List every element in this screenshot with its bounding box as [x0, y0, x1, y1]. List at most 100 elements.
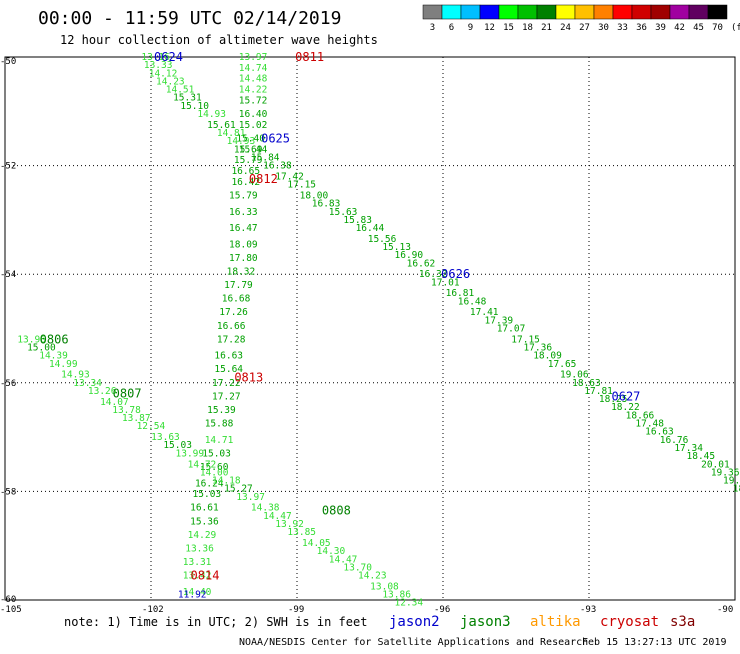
wave-height-point: 13.42 — [183, 571, 212, 582]
wave-height-point: 14.05 — [302, 538, 331, 549]
wave-height-point: 15.69 — [234, 144, 263, 155]
wave-height-point: 15.79 — [229, 190, 258, 201]
time-label: 0807 — [113, 387, 142, 401]
wave-height-point: 18.84 — [733, 484, 740, 495]
colorbar-swatch — [650, 4, 671, 20]
wave-height-point: 15.61 — [207, 120, 236, 131]
wave-height-point: 18.32 — [227, 266, 256, 277]
chart-subtitle: 12 hour collection of altimeter wave hei… — [60, 33, 378, 47]
wave-height-point: 17.42 — [275, 171, 304, 182]
wave-height-point: 15.03 — [163, 440, 192, 451]
wave-height-point: 13.86 — [382, 590, 411, 601]
wave-height-point: 17.28 — [217, 334, 246, 345]
wave-height-point: 17.36 — [523, 343, 552, 354]
colorbar-label: 27 — [579, 23, 590, 33]
wave-height-point: 17.27 — [212, 391, 241, 402]
mission-jason2: jason2 — [389, 614, 440, 630]
colorbar-swatch — [574, 4, 595, 20]
wave-height-point: 14.51 — [166, 85, 195, 96]
wave-height-point: 18.45 — [687, 451, 716, 462]
x-tick-label: -105 — [0, 605, 22, 615]
colorbar-swatch — [669, 4, 690, 20]
wave-height-point: 18.25 — [599, 394, 628, 405]
wave-height-point: 13.85 — [287, 527, 316, 538]
wave-height-point: 14.71 — [205, 435, 234, 446]
wave-height-point: 14.72 — [188, 459, 217, 470]
wave-height-point: 16.48 — [458, 296, 487, 307]
y-tick-label: -54 — [0, 270, 16, 280]
wave-height-point: 16.68 — [222, 294, 251, 305]
wave-height-point: 13.16 — [141, 52, 170, 63]
wave-height-point: 16.40 — [239, 109, 268, 120]
wave-height-point: 11.92 — [178, 590, 207, 601]
wave-height-point: 15.36 — [190, 516, 219, 527]
colorbar-label: 9 — [468, 23, 473, 33]
wave-height-point: 15.13 — [382, 242, 411, 253]
wave-height-point: 17.48 — [635, 419, 664, 430]
colorbar-swatch — [631, 4, 652, 20]
wave-height-point: 16.63 — [645, 427, 674, 438]
colorbar-label: 15 — [503, 23, 514, 33]
wave-height-point: 17.34 — [674, 443, 703, 454]
wave-height-point: 16.90 — [395, 250, 424, 261]
time-label: 0624 — [154, 50, 183, 64]
chart-title: 00:00 - 11:59 UTC 02/14/2019 — [38, 8, 341, 29]
mission-altika: altika — [530, 614, 581, 630]
wave-height-point: 18.09 — [229, 239, 258, 250]
wave-height-point: 13.97 — [236, 492, 265, 503]
wave-height-point: 15.79 — [234, 155, 263, 166]
plot-area — [4, 56, 736, 601]
time-label: 0811 — [295, 50, 324, 64]
y-tick-label: -52 — [0, 162, 16, 172]
wave-height-point: 14.93 — [227, 136, 256, 147]
wave-height-point: 12.54 — [137, 421, 166, 432]
wave-height-point: 16.44 — [356, 223, 385, 234]
wave-height-point: 15.27 — [224, 484, 253, 495]
wave-height-point: 13.31 — [183, 557, 212, 568]
colorbar-swatch — [460, 4, 481, 20]
wave-height-point: 14.93 — [197, 109, 226, 120]
wave-height-point: 13.92 — [275, 519, 304, 530]
time-label: 0808 — [322, 503, 351, 517]
mission-cryosat: cryosat — [600, 614, 659, 630]
time-label: 0625 — [261, 131, 290, 145]
wave-height-point: 20.01 — [701, 459, 730, 470]
colorbar-swatch — [441, 4, 462, 20]
colorbar-label: 70 — [712, 23, 723, 33]
wave-height-point: 15.83 — [343, 215, 372, 226]
colorbar-label: 3 — [430, 23, 435, 33]
wave-height-point: 14.38 — [251, 503, 280, 514]
wave-height-point: 16.42 — [231, 177, 260, 188]
colorbar-label: 42 — [674, 23, 685, 33]
wave-height-point: 18.66 — [626, 410, 655, 421]
colorbar-label: 18 — [522, 23, 533, 33]
wave-height-point: 14.40 — [183, 587, 212, 598]
y-tick-label: -60 — [0, 595, 16, 605]
colorbar-swatch — [517, 4, 538, 20]
wave-height-point: 13.63 — [151, 432, 180, 443]
footer-note: note: 1) Time is in UTC; 2) SWH is in fe… — [64, 615, 367, 629]
wave-height-point: 17.80 — [229, 253, 258, 264]
wave-height-point: 19.36 — [711, 467, 740, 478]
wave-height-point: 17.65 — [548, 359, 577, 370]
wave-height-point: 16.47 — [229, 223, 258, 234]
wave-height-point: 13.97 — [239, 52, 268, 63]
wave-height-point: 16.76 — [660, 435, 689, 446]
wave-height-point: 14.12 — [149, 68, 178, 79]
wave-height-point: 14.23 — [156, 76, 185, 87]
time-label: 0813 — [234, 370, 263, 384]
wave-height-point: 13.70 — [343, 562, 372, 573]
wave-height-point: 16.24 — [195, 478, 224, 489]
wave-height-point: 13.34 — [73, 378, 102, 389]
wave-height-point: 18.00 — [300, 190, 329, 201]
colorbar-label: 45 — [693, 23, 704, 33]
colorbar-label: 24 — [560, 23, 571, 33]
wave-height-point: 14.93 — [61, 370, 90, 381]
wave-height-point: 19.60 — [723, 476, 740, 487]
wave-height-point: 14.30 — [317, 546, 346, 557]
wave-height-point: 15.60 — [200, 462, 229, 473]
wave-height-point: 17.41 — [470, 307, 499, 318]
mission-legend: jason2 jason3 altika cryosat s3a — [389, 614, 695, 630]
wave-height-point: 18.63 — [572, 378, 601, 389]
gridlines — [5, 57, 735, 600]
